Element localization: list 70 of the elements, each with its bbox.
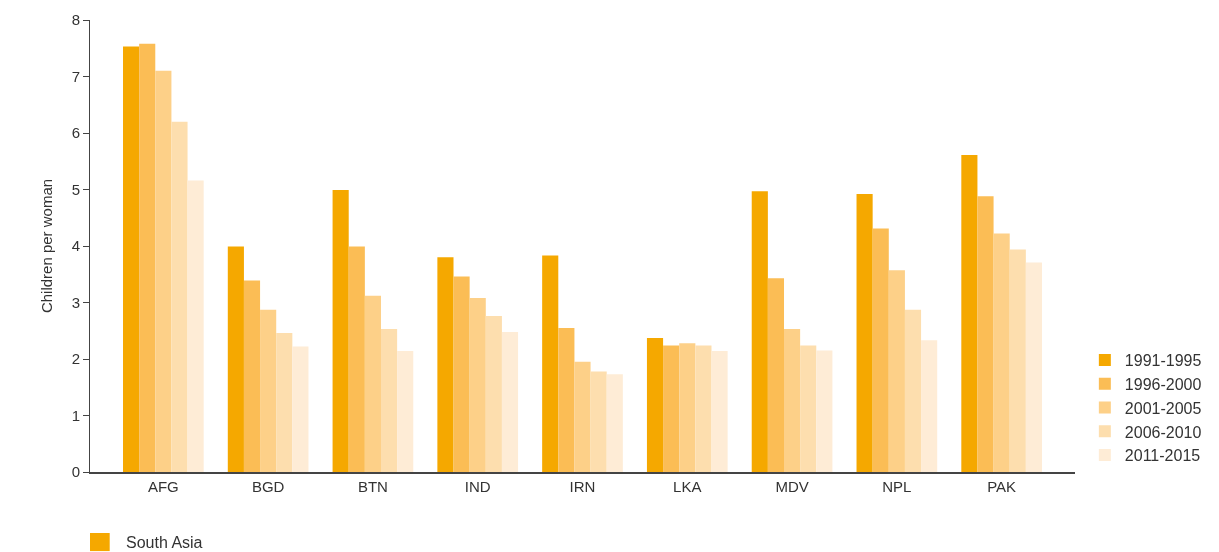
text: South Asia bbox=[126, 534, 203, 551]
bar bbox=[260, 309, 277, 472]
y-tick-label: 0 bbox=[71, 463, 80, 481]
x-tick-label: IND bbox=[464, 478, 491, 495]
y-tick-label: 2 bbox=[71, 350, 80, 368]
bar bbox=[1025, 262, 1042, 472]
bar bbox=[227, 246, 244, 472]
bar bbox=[679, 343, 696, 472]
y-tick-label: 6 bbox=[71, 124, 80, 142]
bar bbox=[711, 351, 728, 472]
y-tick-label: 7 bbox=[71, 67, 80, 85]
bar bbox=[590, 371, 607, 472]
bar bbox=[751, 191, 768, 472]
x-tick-label: LKA bbox=[673, 478, 702, 495]
x-tick-label: PAK bbox=[987, 478, 1017, 495]
bar bbox=[800, 345, 817, 472]
bar bbox=[123, 46, 140, 472]
bar bbox=[485, 316, 502, 472]
bar bbox=[187, 180, 204, 472]
y-axis-title: Children per woman bbox=[37, 178, 55, 314]
bar bbox=[606, 374, 623, 472]
bar bbox=[784, 329, 801, 472]
bar bbox=[767, 278, 785, 472]
bar bbox=[171, 121, 188, 472]
bar bbox=[904, 309, 922, 472]
bar bbox=[348, 246, 365, 472]
bar bbox=[155, 70, 172, 472]
bar bbox=[977, 196, 994, 472]
legend-label: 1991-1995 bbox=[1124, 352, 1202, 370]
bar bbox=[921, 340, 938, 472]
x-tick-label: NPL bbox=[882, 478, 912, 495]
bar bbox=[501, 331, 519, 472]
bar bbox=[993, 233, 1010, 472]
bar bbox=[888, 270, 905, 472]
legend-label: 2011-2015 bbox=[1124, 447, 1201, 465]
bar bbox=[872, 228, 889, 472]
x-tick-label: BGD bbox=[251, 478, 285, 495]
x-tick-label: AFG bbox=[147, 478, 179, 495]
bar bbox=[558, 327, 575, 472]
bar bbox=[453, 276, 470, 472]
bar bbox=[380, 329, 398, 472]
bar bbox=[139, 43, 156, 472]
bar bbox=[663, 345, 680, 472]
y-tick-label: 3 bbox=[71, 293, 80, 311]
bar bbox=[646, 338, 664, 472]
x-tick-label: BTN bbox=[357, 478, 388, 495]
y-tick-label: 8 bbox=[71, 11, 80, 29]
bar bbox=[542, 255, 559, 472]
x-tick-label: MDV bbox=[775, 478, 809, 495]
bar bbox=[276, 333, 293, 472]
bar bbox=[816, 350, 833, 472]
bar bbox=[332, 190, 349, 472]
bar bbox=[469, 297, 486, 472]
bar bbox=[856, 194, 873, 472]
y-tick-label: 5 bbox=[71, 180, 80, 198]
bar bbox=[397, 351, 414, 472]
bar bbox=[961, 155, 978, 472]
legend-label: 1996-2000 bbox=[1124, 375, 1202, 393]
bar bbox=[1009, 249, 1026, 472]
bar bbox=[695, 345, 712, 472]
y-tick-label: 1 bbox=[71, 406, 80, 424]
y-tick-label: 4 bbox=[71, 237, 80, 255]
bar bbox=[292, 346, 309, 472]
bar bbox=[243, 280, 261, 472]
bar bbox=[574, 361, 591, 472]
legend-label: 2006-2010 bbox=[1124, 423, 1202, 441]
legend-label: 2001-2005 bbox=[1124, 399, 1202, 417]
bar bbox=[364, 295, 381, 472]
bar bbox=[437, 257, 454, 472]
x-tick-label: IRN bbox=[569, 478, 596, 495]
